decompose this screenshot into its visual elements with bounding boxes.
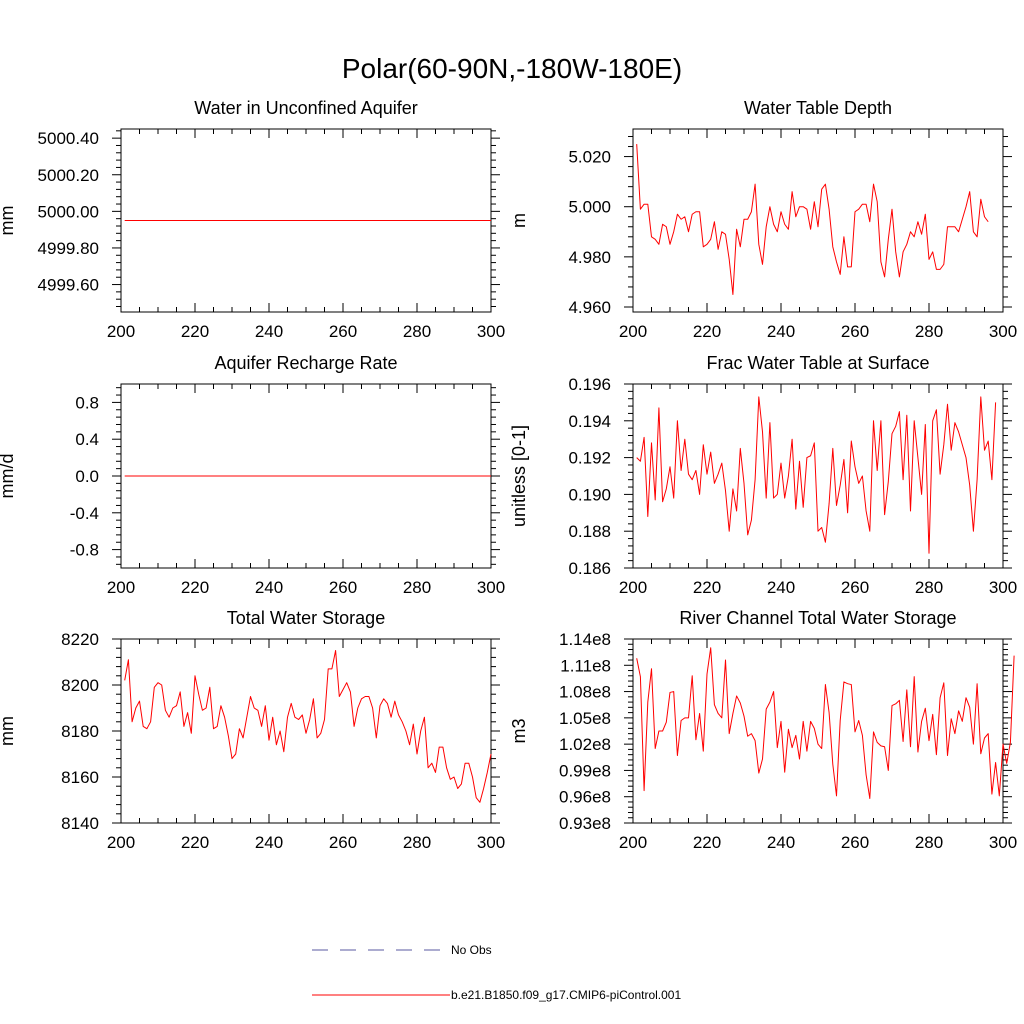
y-tick-label: 0.186 <box>568 559 611 578</box>
x-tick-label: 280 <box>403 833 431 852</box>
y-axis-label: m <box>509 213 529 228</box>
x-tick-label: 300 <box>477 833 505 852</box>
y-tick-label: 5.020 <box>568 148 611 167</box>
panel-1: Water in Unconfined Aquifer mm 200 220 240 26… <box>0 98 505 341</box>
panels: Water in Unconfined Aquifer mm 200 220 240 26… <box>0 98 1017 852</box>
y-tick-label: 1.05e8 <box>559 709 611 728</box>
y-axis-label: m3 <box>509 718 529 743</box>
x-tick-label: 240 <box>255 578 283 597</box>
x-tick-label: 220 <box>181 322 209 341</box>
panel-title: River Channel Total Water Storage <box>679 608 956 628</box>
y-tick-label: 1.14e8 <box>559 630 611 649</box>
x-tick-label: 260 <box>329 833 357 852</box>
panel-title: Aquifer Recharge Rate <box>214 353 397 373</box>
y-tick-label: 4999.80 <box>38 239 99 258</box>
y-axis-label: mm <box>0 206 17 236</box>
x-tick-label: 240 <box>767 578 795 597</box>
figure-title: Polar(60-90N,-180W-180E) <box>342 53 682 84</box>
y-tick-label: 1.08e8 <box>559 683 611 702</box>
x-tick-label: 200 <box>619 833 647 852</box>
y-tick-label: 0.190 <box>568 485 611 504</box>
y-tick-label: 0.93e8 <box>559 814 611 833</box>
y-tick-label: 0.4 <box>75 430 99 449</box>
y-tick-label: 8180 <box>61 722 99 741</box>
series-line <box>124 650 492 803</box>
y-tick-label: -0.8 <box>70 541 99 560</box>
x-tick-label: 300 <box>477 578 505 597</box>
y-tick-label: 0.99e8 <box>559 761 611 780</box>
x-tick-label: 200 <box>107 322 135 341</box>
x-tick-label: 260 <box>329 578 357 597</box>
x-tick-label: 220 <box>181 578 209 597</box>
panel-title: Water Table Depth <box>744 98 892 118</box>
x-tick-label: 220 <box>693 322 721 341</box>
y-tick-label: 8160 <box>61 768 99 787</box>
x-tick-label: 220 <box>693 578 721 597</box>
y-tick-label: 1.11e8 <box>560 656 611 675</box>
x-tick-label: 260 <box>329 322 357 341</box>
legend-run-label: b.e21.B1850.f09_g17.CMIP6-piControl.001 <box>451 988 681 1002</box>
panel-title: Frac Water Table at Surface <box>706 353 929 373</box>
x-tick-label: 260 <box>841 833 869 852</box>
y-tick-label: 1.02e8 <box>559 735 611 754</box>
y-axis-label: mm <box>0 716 17 746</box>
x-tick-label: 260 <box>841 322 869 341</box>
y-tick-label: 0.0 <box>75 467 99 486</box>
x-tick-label: 200 <box>619 322 647 341</box>
x-tick-label: 280 <box>915 833 943 852</box>
panel-title: Water in Unconfined Aquifer <box>194 98 417 118</box>
x-tick-label: 200 <box>107 578 135 597</box>
y-tick-label: 5000.00 <box>38 202 99 221</box>
x-tick-label: 240 <box>255 322 283 341</box>
y-tick-label: 4.980 <box>568 248 611 267</box>
panel-5: Total Water Storage mm 200 220 240 260 280 300 8… <box>0 608 505 852</box>
x-tick-label: 300 <box>989 322 1017 341</box>
x-tick-label: 300 <box>989 833 1017 852</box>
x-tick-label: 280 <box>915 322 943 341</box>
y-tick-label: 5.000 <box>568 198 611 217</box>
panel-title: Total Water Storage <box>227 608 385 628</box>
x-tick-label: 280 <box>403 322 431 341</box>
panel-2: Water Table Depth m 200 220 240 260 280 300 4.96… <box>509 98 1017 341</box>
x-tick-label: 240 <box>767 322 795 341</box>
y-tick-label: 0.96e8 <box>559 788 611 807</box>
x-tick-label: 240 <box>767 833 795 852</box>
x-tick-label: 240 <box>255 833 283 852</box>
series-line <box>636 144 989 295</box>
x-tick-label: 200 <box>619 578 647 597</box>
x-tick-label: 280 <box>403 578 431 597</box>
x-tick-label: 280 <box>915 578 943 597</box>
y-axis-label: mm/d <box>0 454 17 499</box>
y-tick-label: 0.196 <box>568 375 611 394</box>
y-tick-label: 8140 <box>61 814 99 833</box>
x-tick-label: 220 <box>693 833 721 852</box>
x-tick-label: 260 <box>841 578 869 597</box>
x-tick-label: 300 <box>989 578 1017 597</box>
series-line <box>636 396 997 554</box>
y-tick-label: 4999.60 <box>38 276 99 295</box>
y-tick-label: 5000.20 <box>38 166 99 185</box>
y-tick-label: 0.8 <box>75 393 99 412</box>
panel-3: Aquifer Recharge Rate mm/d 200 220 240 260 280… <box>0 353 505 597</box>
legend: No Obs b.e21.B1850.f09_g17.CMIP6-piContr… <box>312 943 681 1002</box>
series-line <box>636 647 1015 799</box>
y-tick-label: 5000.40 <box>38 129 99 148</box>
x-tick-label: 300 <box>477 322 505 341</box>
y-tick-label: 8220 <box>61 630 99 649</box>
legend-obs-label: No Obs <box>451 943 492 957</box>
y-tick-label: 0.188 <box>568 522 611 541</box>
x-tick-label: 200 <box>107 833 135 852</box>
y-tick-label: -0.4 <box>70 504 99 523</box>
y-tick-label: 8200 <box>61 676 99 695</box>
x-tick-label: 220 <box>181 833 209 852</box>
panel-4: Frac Water Table at Surface unitless [0-1… <box>509 353 1017 597</box>
y-axis-label: unitless [0-1] <box>509 425 529 527</box>
y-tick-label: 0.192 <box>568 449 611 468</box>
y-tick-label: 0.194 <box>568 412 611 431</box>
y-tick-label: 4.960 <box>568 298 611 317</box>
panel-6: River Channel Total Water Storage m3 200 22… <box>509 608 1017 852</box>
